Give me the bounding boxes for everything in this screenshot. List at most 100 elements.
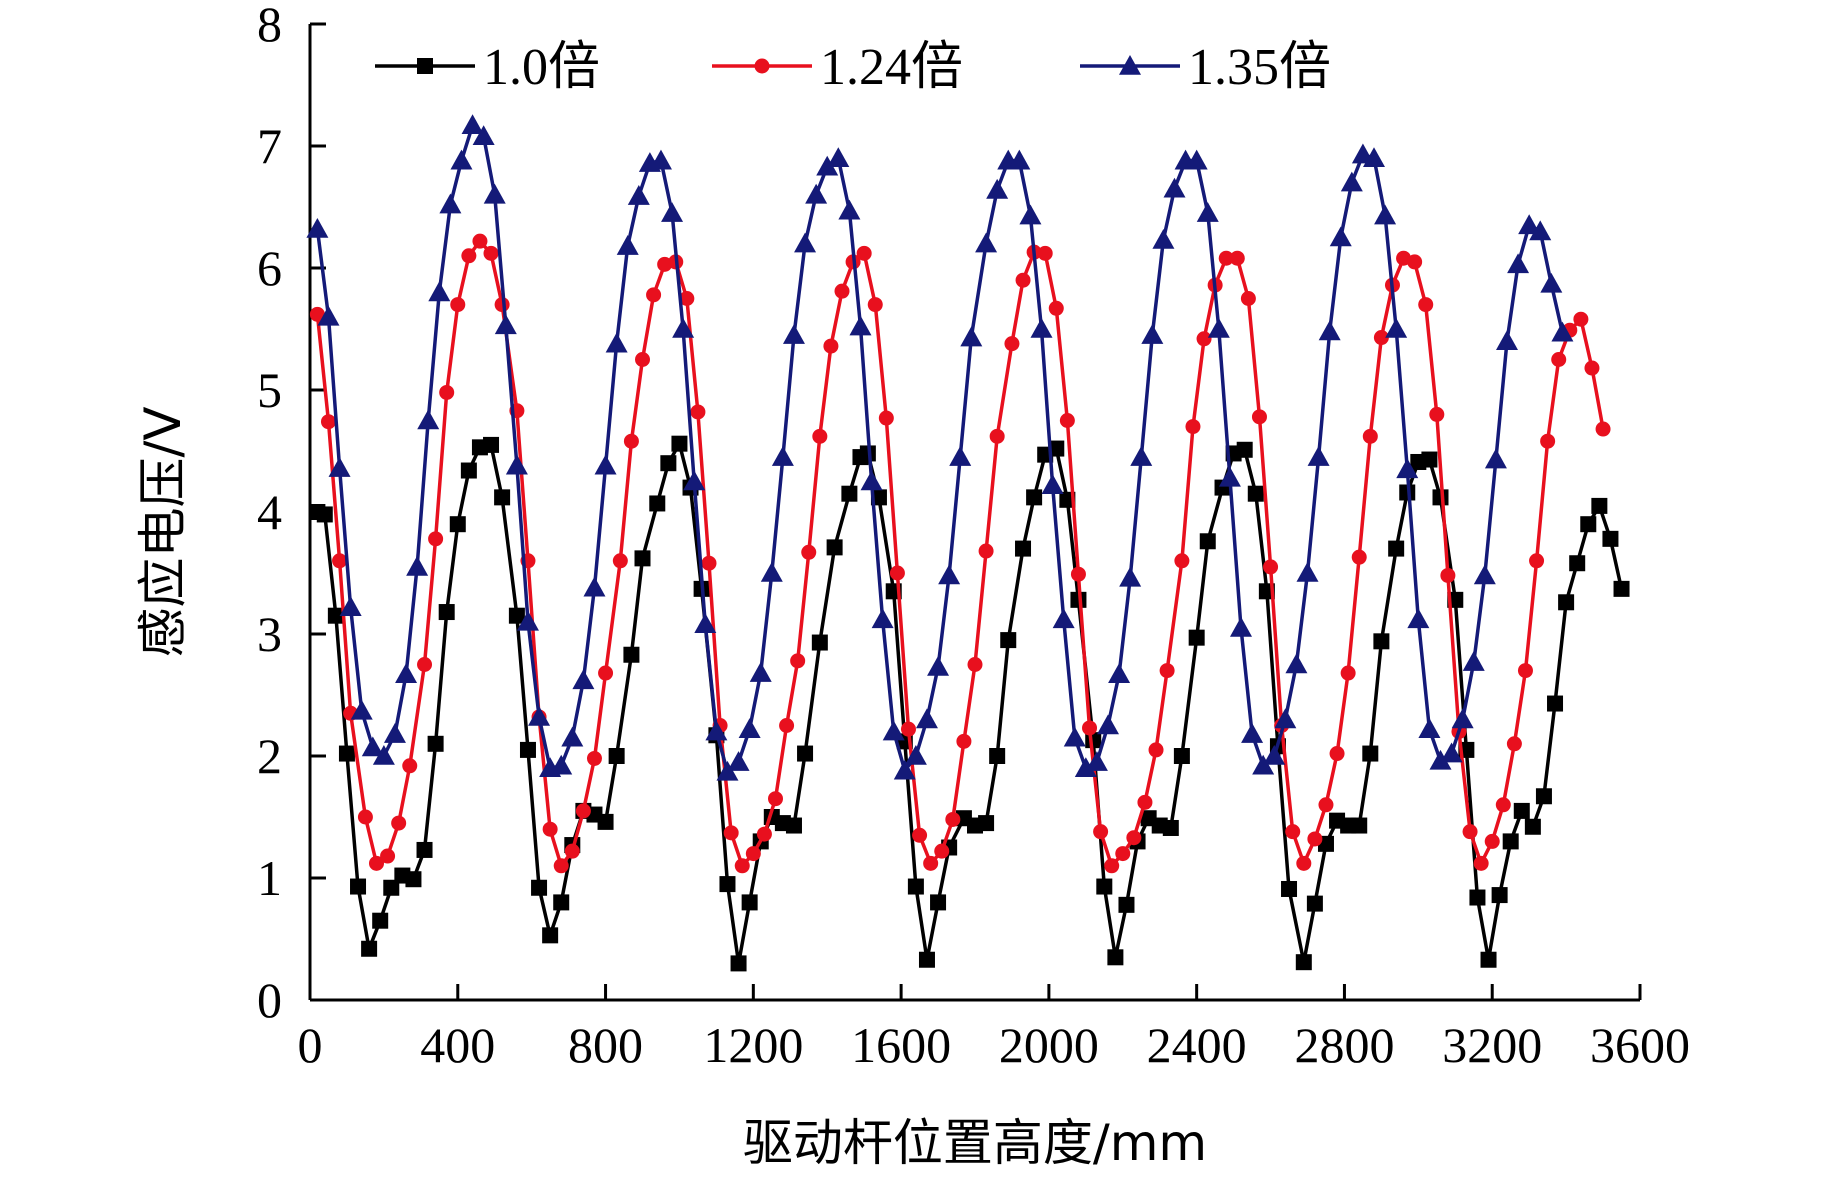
data-point xyxy=(1119,566,1142,587)
data-point xyxy=(1495,797,1511,813)
y-axis-title: 感应电压/V xyxy=(134,406,192,657)
data-point xyxy=(672,318,695,338)
data-point xyxy=(438,604,455,621)
data-point xyxy=(918,951,935,968)
data-point xyxy=(634,550,651,567)
data-point xyxy=(1362,428,1378,444)
data-point xyxy=(332,553,348,569)
data-point xyxy=(1591,497,1608,514)
data-point xyxy=(1188,629,1205,646)
data-point xyxy=(564,843,580,859)
data-point xyxy=(623,433,639,449)
y-tick-label: 6 xyxy=(257,240,282,296)
series-3 xyxy=(306,114,1574,781)
data-point xyxy=(383,879,400,896)
data-point xyxy=(826,539,843,556)
data-point xyxy=(694,613,717,634)
x-axis-title: 驱动杆位置高度/mm xyxy=(743,1114,1207,1172)
data-point xyxy=(823,338,839,354)
data-point xyxy=(357,809,373,825)
data-point xyxy=(1152,228,1175,249)
data-point xyxy=(616,235,639,255)
data-point xyxy=(1340,665,1356,681)
data-point xyxy=(1296,855,1312,871)
data-point xyxy=(1374,204,1397,225)
data-point xyxy=(671,435,688,452)
data-point xyxy=(1595,421,1611,437)
data-point xyxy=(531,879,548,896)
data-point xyxy=(372,912,389,929)
data-point xyxy=(1281,880,1298,897)
data-point xyxy=(350,878,367,895)
x-tick-label: 0 xyxy=(298,1017,323,1073)
data-point xyxy=(1063,726,1086,747)
data-point xyxy=(779,718,795,733)
data-point xyxy=(1274,708,1297,729)
data-point xyxy=(461,248,477,264)
data-point xyxy=(1306,895,1323,912)
legend-label: 1.24倍 xyxy=(820,39,963,96)
data-point xyxy=(1396,458,1419,479)
data-point xyxy=(1141,324,1164,344)
data-point xyxy=(1473,855,1489,871)
data-point xyxy=(391,815,407,831)
data-point xyxy=(690,404,706,420)
data-point xyxy=(505,454,528,475)
data-point xyxy=(1318,320,1341,341)
data-point xyxy=(723,825,739,841)
y-tick-label: 4 xyxy=(257,484,282,540)
data-point xyxy=(1048,440,1065,457)
data-point xyxy=(483,245,499,261)
data-point xyxy=(1318,797,1334,813)
data-point xyxy=(1115,846,1131,862)
data-point xyxy=(760,562,783,582)
data-point xyxy=(649,149,672,170)
data-point xyxy=(416,841,433,858)
data-point xyxy=(1251,409,1267,425)
data-point xyxy=(734,858,750,874)
data-point xyxy=(907,878,924,895)
data-point xyxy=(1506,736,1522,752)
data-point xyxy=(978,543,994,559)
data-point xyxy=(1059,413,1075,428)
data-point xyxy=(1097,714,1119,735)
data-point xyxy=(1351,549,1367,565)
data-point xyxy=(417,409,440,430)
data-point xyxy=(1540,272,1563,293)
data-point xyxy=(1196,202,1219,222)
data-point xyxy=(1218,250,1234,266)
data-point xyxy=(402,758,418,774)
data-point xyxy=(1388,540,1405,557)
data-point xyxy=(889,565,905,581)
data-point xyxy=(1093,824,1109,840)
data-point xyxy=(856,245,872,261)
data-point xyxy=(380,848,396,864)
x-tick-label: 2800 xyxy=(1294,1017,1394,1073)
data-point xyxy=(327,607,344,624)
data-point xyxy=(1163,177,1186,198)
data-point xyxy=(627,185,650,205)
data-point xyxy=(494,489,511,506)
data-point xyxy=(519,741,536,758)
data-point xyxy=(1096,878,1113,895)
data-point xyxy=(450,297,466,313)
data-point xyxy=(646,287,662,303)
data-point xyxy=(1199,533,1216,550)
data-point xyxy=(768,791,783,807)
data-point xyxy=(516,610,539,631)
data-point xyxy=(660,455,677,472)
data-point xyxy=(1119,55,1141,75)
data-point xyxy=(361,940,378,957)
x-tick-label: 3200 xyxy=(1442,1017,1542,1073)
data-point xyxy=(309,306,325,322)
data-point xyxy=(1429,749,1452,770)
x-tick-label: 2400 xyxy=(1147,1017,1247,1073)
data-point xyxy=(508,607,525,624)
data-point xyxy=(1108,663,1131,684)
data-point xyxy=(1085,751,1108,771)
data-point xyxy=(683,470,706,491)
data-point xyxy=(1218,466,1241,487)
y-tick-label: 1 xyxy=(257,850,282,906)
data-point xyxy=(1174,553,1190,569)
